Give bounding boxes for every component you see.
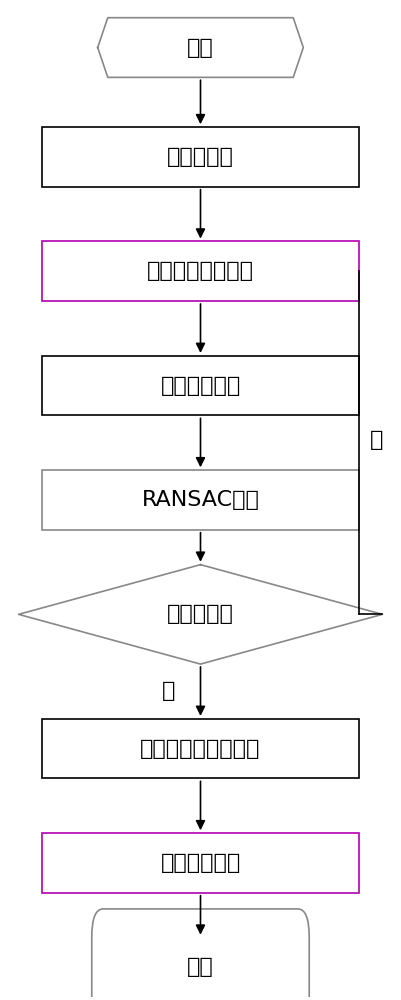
FancyBboxPatch shape (43, 241, 358, 301)
FancyBboxPatch shape (43, 356, 358, 415)
Text: 结束: 结束 (187, 957, 214, 977)
Text: 光斑空间三维点坐标: 光斑空间三维点坐标 (140, 739, 261, 759)
FancyBboxPatch shape (43, 719, 358, 778)
Text: 当前为最优: 当前为最优 (167, 604, 234, 624)
Text: 尺度因子求取: 尺度因子求取 (160, 853, 241, 873)
FancyBboxPatch shape (92, 909, 309, 1000)
Text: RANSAC排异: RANSAC排异 (142, 490, 259, 510)
Text: 光斑质心中心定位: 光斑质心中心定位 (147, 261, 254, 281)
Text: 开始: 开始 (187, 38, 214, 58)
Text: 空间直线拟合: 空间直线拟合 (160, 376, 241, 396)
Text: 图像预处理: 图像预处理 (167, 147, 234, 167)
Polygon shape (18, 565, 383, 664)
FancyBboxPatch shape (43, 127, 358, 187)
Text: 否: 否 (370, 430, 383, 450)
Text: 是: 是 (162, 681, 176, 701)
Polygon shape (98, 18, 303, 77)
FancyBboxPatch shape (43, 470, 358, 530)
FancyBboxPatch shape (43, 833, 358, 893)
